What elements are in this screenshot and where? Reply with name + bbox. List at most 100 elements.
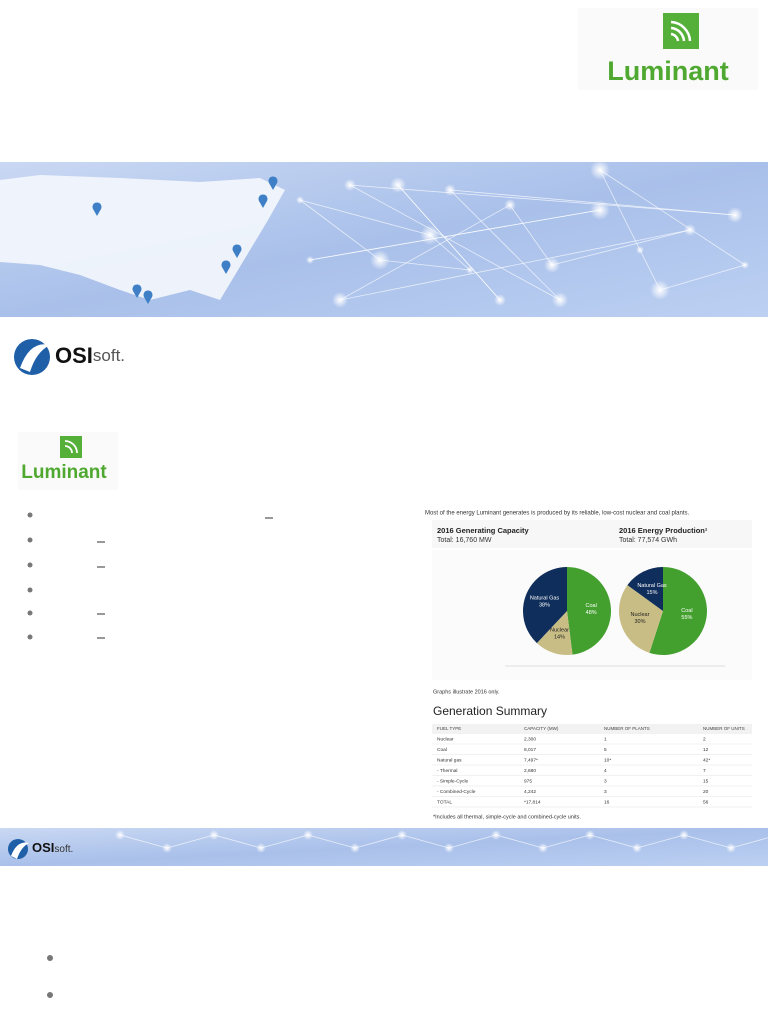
map-pin: [232, 244, 242, 258]
node: [350, 843, 360, 853]
table-cell: 7: [703, 768, 706, 774]
link: [339, 229, 691, 301]
logo-text: Luminant: [21, 462, 107, 483]
node: [494, 294, 506, 306]
link: [659, 264, 746, 291]
link: [599, 169, 746, 266]
table-cell: Coal: [437, 747, 447, 753]
table-cell: 16: [604, 799, 610, 805]
link: [354, 834, 403, 849]
table-cell: 3: [604, 789, 607, 795]
slice-label: Nuclear: [631, 612, 650, 618]
node: [585, 830, 595, 840]
link: [542, 834, 591, 849]
table-cell: 4,242: [524, 789, 536, 795]
link: [683, 834, 732, 849]
table-cell: Natural gas: [437, 757, 462, 763]
node: [332, 292, 348, 308]
node: [590, 160, 610, 180]
table-cell: 10*: [604, 757, 611, 763]
slice-label: Coal: [681, 608, 692, 614]
pie-slice: [523, 567, 567, 644]
link: [449, 189, 736, 216]
table-cell: 7,497*: [524, 757, 538, 763]
slice-value: 14%: [554, 634, 565, 640]
pie-slice: [536, 611, 573, 655]
table-cell: TOTAL: [437, 799, 452, 805]
link: [730, 837, 768, 849]
chart-subtitle: Total: 77,574 GWh: [619, 537, 677, 544]
node: [296, 196, 304, 204]
table-cell: 2: [703, 736, 706, 742]
map-pin: [132, 284, 142, 298]
pie-slice: [567, 567, 612, 655]
node: [741, 261, 749, 269]
link: [551, 229, 691, 266]
slice-value: 15%: [647, 590, 658, 596]
logo-text: OSIsoft.: [55, 343, 125, 368]
table-cell: 12: [703, 747, 709, 753]
chart-title: 2016 Energy Production¹: [619, 526, 708, 535]
node: [650, 280, 670, 300]
bullet-list: [47, 955, 53, 998]
node: [590, 200, 610, 220]
link: [379, 259, 471, 271]
node: [256, 843, 266, 853]
logo-text: Luminant: [607, 56, 729, 86]
chart-header: [432, 520, 752, 548]
node: [679, 830, 689, 840]
node: [504, 199, 516, 211]
osisoft-logo: OSIsoft.: [8, 839, 73, 859]
node: [209, 830, 219, 840]
map-land: [0, 175, 285, 300]
table-cell: 975: [524, 778, 532, 784]
link: [307, 834, 356, 849]
link: [349, 184, 561, 301]
map-pin: [143, 290, 153, 304]
table-cell: 2,680: [524, 768, 536, 774]
slice-label: Coal: [585, 603, 596, 609]
node: [552, 292, 568, 308]
table-cell: 42*: [703, 757, 710, 763]
link: [495, 834, 544, 849]
logo-waves: [670, 20, 692, 42]
summary-table: FUEL TYPE CAPACITY (MW) NUMBER OF PLANTS NU…: [432, 724, 752, 808]
node: [344, 179, 356, 191]
link: [119, 834, 168, 849]
link: [299, 199, 431, 236]
node: [491, 830, 501, 840]
table-cell: 5: [604, 747, 607, 753]
table-header: FUEL TYPE: [437, 726, 461, 731]
link: [260, 834, 309, 849]
slice-label: Natural Gas: [530, 596, 560, 602]
osisoft-logo: OSIsoft.: [14, 339, 125, 375]
node: [466, 266, 474, 274]
node: [684, 224, 696, 236]
table-cell: - Simple-Cycle: [437, 778, 469, 784]
logo-text: OSIsoft.: [32, 840, 73, 855]
slice-value: 30%: [634, 619, 645, 625]
table-cell: *17,814: [524, 799, 541, 805]
table-cell: 4: [604, 768, 607, 774]
link: [397, 184, 501, 301]
chart-title: 2016 Generating Capacity: [437, 526, 530, 535]
node: [306, 256, 314, 264]
node: [632, 843, 642, 853]
table-cell: 2,300: [524, 736, 536, 742]
table-cell: Nuclear: [437, 736, 454, 742]
node: [115, 830, 125, 840]
table-header-bg: [432, 724, 752, 734]
node: [390, 177, 406, 193]
link: [449, 189, 561, 301]
logo-waves: [64, 440, 78, 454]
chart-subtitle: Total: 16,760 MW: [437, 537, 492, 544]
network: [115, 830, 768, 853]
map-pin: [92, 202, 102, 216]
pies: 2016 Generating Capacity Total: 16,760 MW…: [437, 526, 708, 656]
link: [448, 834, 497, 849]
table-header: CAPACITY (MW): [524, 726, 559, 731]
node: [420, 225, 440, 245]
link: [636, 834, 685, 849]
